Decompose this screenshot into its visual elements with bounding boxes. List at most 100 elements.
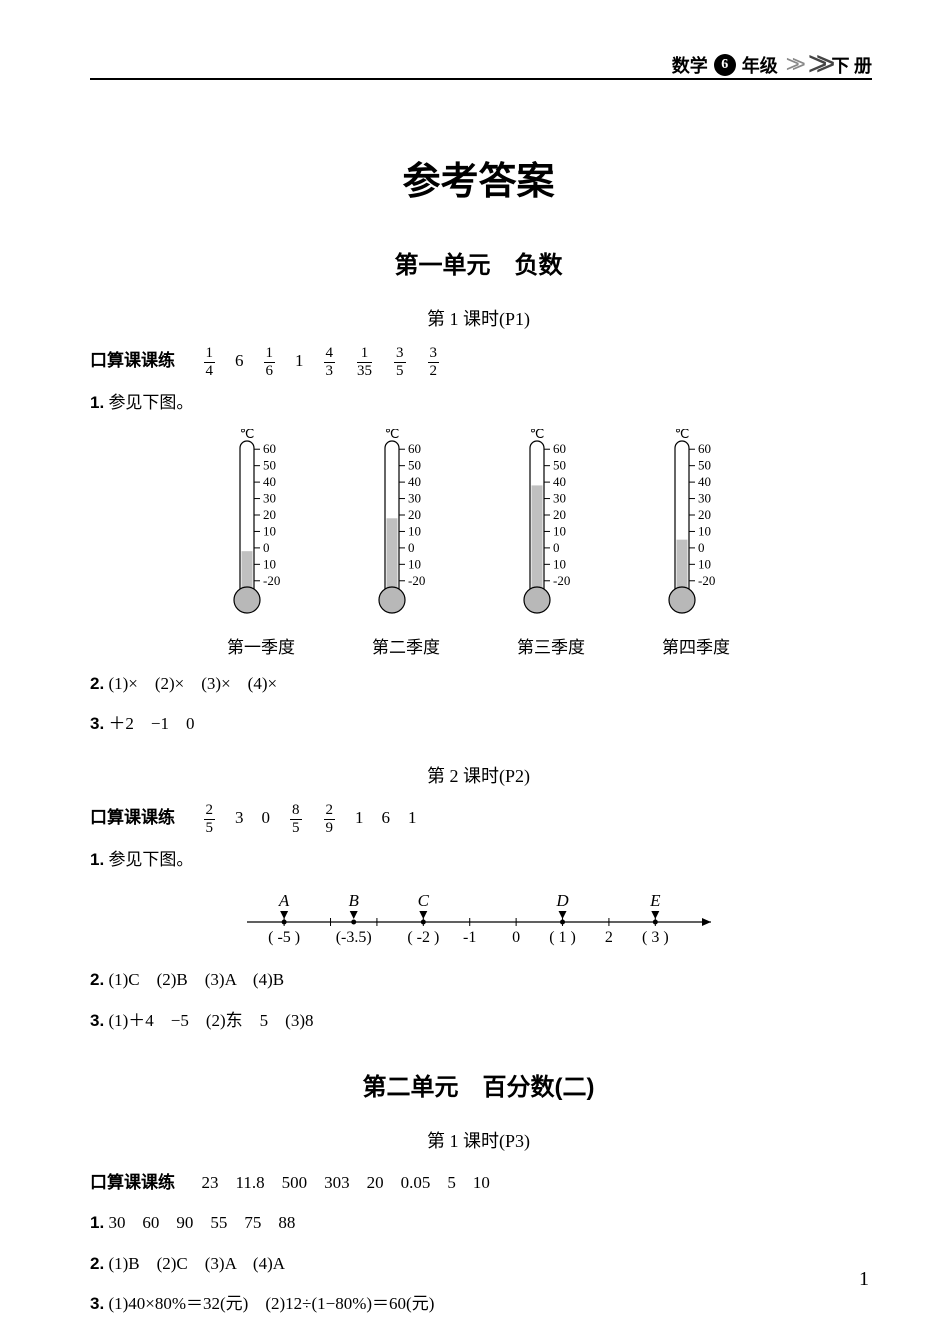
practice-values: 25308529161 [202, 808, 435, 827]
practice-values: 146161431353532 [202, 351, 460, 370]
svg-text:10: 10 [553, 556, 566, 571]
svg-text:℃: ℃ [530, 429, 545, 441]
u1-l1-q1: 1. 参见下图。 [90, 387, 867, 419]
svg-text:10: 10 [263, 556, 276, 571]
page-number: 1 [859, 1268, 869, 1291]
numberline-figure: ( -5 )(-3.5)( -2 )-10( 1 )2( 3 )ABCDE [90, 886, 867, 956]
value: 0 [262, 808, 271, 827]
u1-lesson2-title: 第 2 课时(P2) [90, 762, 867, 788]
thermometer: ℃605040302010010-20第一季度 [216, 429, 306, 658]
practice-label: 口算课课练 [90, 351, 175, 370]
u1-l2-q1: 1. 参见下图。 [90, 844, 867, 876]
fraction: 14 [204, 346, 216, 379]
header-divider [90, 78, 872, 80]
value: 1 [408, 808, 417, 827]
unit2-title: 第二单元 百分数(二) [90, 1067, 867, 1102]
svg-text:-20: -20 [553, 573, 570, 588]
u1-l1-q3: 3. ＋2 −1 0 [90, 708, 867, 740]
value: 6 [382, 808, 391, 827]
svg-text:℃: ℃ [385, 429, 400, 441]
svg-text:20: 20 [263, 507, 276, 522]
thermometer: ℃605040302010010-20第四季度 [651, 429, 741, 658]
svg-text:℃: ℃ [675, 429, 690, 441]
svg-text:( 3 ): ( 3 ) [641, 929, 668, 946]
u2-l1-q2: 2. (1)B (2)C (3)A (4)A [90, 1248, 867, 1280]
svg-text:50: 50 [698, 458, 711, 473]
thermometer-caption: 第四季度 [662, 633, 730, 658]
svg-text:50: 50 [553, 458, 566, 473]
svg-text:30: 30 [408, 490, 421, 505]
svg-text:10: 10 [263, 523, 276, 538]
svg-text:0: 0 [263, 540, 270, 555]
fraction: 43 [324, 346, 336, 379]
u2-lesson1-title: 第 1 课时(P3) [90, 1127, 867, 1153]
fraction: 35 [394, 346, 406, 379]
svg-text:(-3.5): (-3.5) [335, 929, 371, 946]
thermometer-caption: 第一季度 [227, 633, 295, 658]
u2-l1-q1: 1. 30 60 90 55 75 88 [90, 1207, 867, 1239]
header-subject: 数学 [672, 52, 708, 78]
fraction: 16 [264, 346, 276, 379]
value: 1 [295, 351, 304, 370]
svg-text:60: 60 [408, 441, 421, 456]
unit1-title: 第一单元 负数 [90, 245, 867, 280]
svg-text:30: 30 [553, 490, 566, 505]
fraction: 135 [357, 346, 372, 379]
svg-text:60: 60 [263, 441, 276, 456]
svg-text:℃: ℃ [240, 429, 255, 441]
grade-badge: 6 [714, 54, 736, 76]
svg-text:40: 40 [263, 474, 276, 489]
svg-text:A: A [277, 891, 289, 910]
svg-text:30: 30 [263, 490, 276, 505]
value: 6 [235, 351, 244, 370]
svg-text:( 1 ): ( 1 ) [549, 929, 576, 946]
fraction: 32 [428, 346, 440, 379]
thermometer-figure: ℃605040302010010-20第一季度℃605040302010010-… [90, 429, 867, 658]
svg-text:( -2 ): ( -2 ) [407, 929, 439, 946]
u1-l2-q3: 3. (1)＋4 −5 (2)东 5 (3)8 [90, 1005, 867, 1037]
value: 1 [355, 808, 364, 827]
fraction: 29 [324, 803, 336, 836]
svg-text:20: 20 [698, 507, 711, 522]
thermometer-caption: 第三季度 [517, 633, 585, 658]
u1-l1-q2: 2. (1)× (2)× (3)× (4)× [90, 668, 867, 700]
svg-text:-1: -1 [463, 929, 476, 946]
chevron-icon: >> [786, 51, 798, 79]
svg-text:10: 10 [553, 523, 566, 538]
page-content: 参考答案 第一单元 负数 第 1 课时(P1) 口算课课练 1461614313… [90, 150, 867, 1320]
svg-text:60: 60 [553, 441, 566, 456]
svg-text:10: 10 [698, 556, 711, 571]
svg-text:( -5 ): ( -5 ) [268, 929, 300, 946]
svg-text:40: 40 [408, 474, 421, 489]
svg-text:C: C [417, 891, 429, 910]
svg-text:D: D [555, 891, 569, 910]
header-grade-suffix: 年级 [742, 52, 778, 78]
main-title: 参考答案 [90, 150, 867, 205]
svg-text:20: 20 [408, 507, 421, 522]
svg-text:40: 40 [698, 474, 711, 489]
svg-text:-20: -20 [408, 573, 425, 588]
svg-text:30: 30 [698, 490, 711, 505]
u1-l2-practice: 口算课课练 25308529161 [90, 802, 867, 836]
svg-text:50: 50 [263, 458, 276, 473]
u2-l1-q3: 3. (1)40×80%＝32(元) (2)12÷(1−80%)＝60(元) [90, 1288, 867, 1320]
u1-l2-q2: 2. (1)C (2)B (3)A (4)B [90, 964, 867, 996]
svg-text:E: E [649, 891, 661, 910]
fraction: 85 [290, 803, 302, 836]
svg-text:40: 40 [553, 474, 566, 489]
fraction: 25 [204, 803, 216, 836]
svg-text:60: 60 [698, 441, 711, 456]
svg-text:B: B [348, 891, 359, 910]
svg-text:0: 0 [698, 540, 705, 555]
svg-text:-20: -20 [698, 573, 715, 588]
svg-text:50: 50 [408, 458, 421, 473]
u1-l1-practice: 口算课课练 14 6 16 1 43 135 35 32 [90, 345, 867, 379]
svg-text:10: 10 [698, 523, 711, 538]
svg-text:10: 10 [408, 556, 421, 571]
value: 3 [235, 808, 244, 827]
svg-text:2: 2 [604, 929, 612, 946]
header-volume: 下 册 [832, 52, 873, 78]
svg-text:0: 0 [408, 540, 415, 555]
svg-text:-20: -20 [263, 573, 280, 588]
svg-text:20: 20 [553, 507, 566, 522]
